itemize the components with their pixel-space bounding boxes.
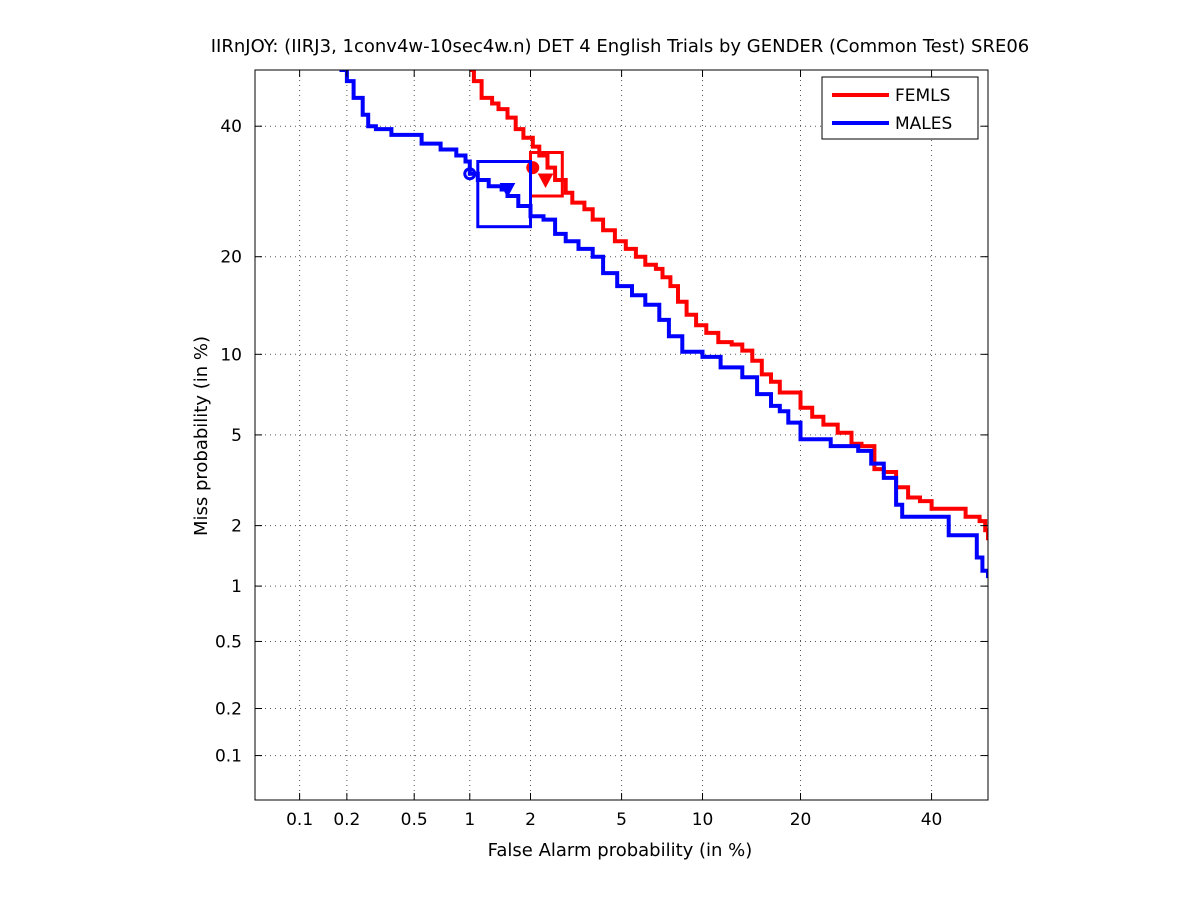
x-tick-label: 2: [525, 810, 536, 830]
x-tick-label: 40: [921, 810, 943, 830]
y-tick-label: 20: [220, 248, 242, 268]
min-dcf-point-femls: [537, 173, 554, 189]
x-tick-label: 10: [692, 810, 714, 830]
x-axis-title: False Alarm probability (in %): [488, 840, 753, 861]
actual-dcf-point-males: [463, 167, 477, 181]
tick-labels: 0.1 0.2 0.5 1 2 5 10 20 40 0.1 0.2 0.5 1 2 5 10 20 40: [215, 70, 988, 830]
y-axis-title: Miss probability (in %): [191, 336, 212, 536]
chart-title: IIRnJOY: (IIRJ3, 1conv4w-10sec4w.n) DET …: [211, 36, 1030, 57]
series-clip: [339, 70, 988, 579]
y-tick-label: 40: [220, 117, 242, 137]
legend: FEMLS MALES: [821, 76, 979, 140]
x-tick-label: 5: [616, 810, 627, 830]
legend-label-femls: FEMLS: [895, 86, 950, 106]
legend-label-males: MALES: [895, 114, 952, 134]
x-tick-label: 0.1: [286, 810, 313, 830]
y-tick-label: 0.1: [215, 747, 242, 767]
y-tick-label: 1: [231, 577, 242, 597]
x-tick-label: 20: [790, 810, 812, 830]
y-tick-label: 10: [220, 345, 242, 365]
y-tick-label: 2: [231, 517, 242, 537]
series-layer: [339, 70, 988, 579]
min-dcf-point-males: [499, 183, 516, 198]
y-tick-label: 0.5: [215, 632, 242, 652]
x-tick-label: 0.2: [333, 810, 360, 830]
series-line-femls: [469, 70, 988, 541]
x-tick-label: 0.5: [401, 810, 428, 830]
confidence-box-males: [476, 160, 533, 229]
series-line-males: [339, 70, 988, 579]
y-tick-label: 0.2: [215, 700, 242, 720]
y-tick-label: 5: [231, 426, 242, 446]
x-tick-label: 1: [464, 810, 475, 830]
legend-box: [821, 76, 979, 140]
grid-lines: [255, 70, 988, 800]
